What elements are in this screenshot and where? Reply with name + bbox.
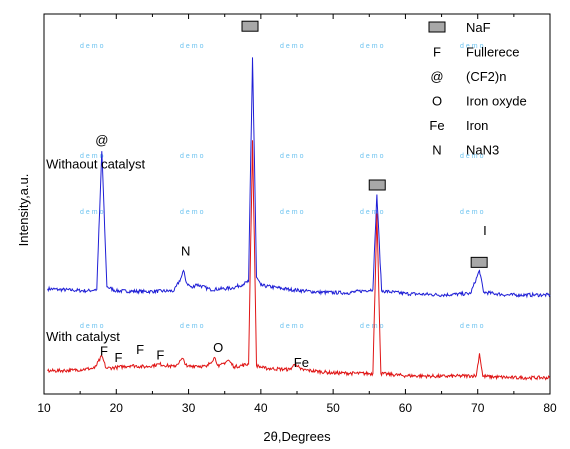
series-line-0 bbox=[47, 57, 551, 299]
series-label-1: With catalyst bbox=[46, 329, 120, 344]
naf-marker bbox=[241, 20, 259, 32]
watermark-text: demo bbox=[80, 43, 106, 50]
peak-annotation: F bbox=[136, 342, 144, 357]
legend-label: (CF2)n bbox=[466, 69, 506, 84]
axis-layer: 10 20 30 40 50 60 70 80 bbox=[37, 14, 557, 415]
watermark-text: demo bbox=[80, 209, 106, 216]
legend-symbol: N bbox=[432, 143, 441, 158]
legend-label: NaF bbox=[466, 20, 491, 35]
naf-marker bbox=[470, 256, 488, 268]
x-tick-label: 30 bbox=[182, 401, 196, 415]
watermark-text: demo bbox=[180, 43, 206, 50]
watermark-text: demo bbox=[360, 43, 386, 50]
plot-area bbox=[43, 13, 551, 395]
legend-symbol: @ bbox=[430, 69, 443, 84]
watermark-text: demo bbox=[80, 323, 106, 330]
x-tick-label: 60 bbox=[399, 401, 413, 415]
legend-label: Iron oxyde bbox=[466, 94, 527, 109]
x-tick-label: 10 bbox=[37, 401, 51, 415]
peak-annotation: @ bbox=[95, 132, 108, 147]
peak-annotation: I bbox=[483, 223, 487, 238]
legend-symbol: F bbox=[433, 45, 441, 60]
watermark-text: demo bbox=[360, 209, 386, 216]
watermark-text: demo bbox=[180, 209, 206, 216]
x-tick-label: 20 bbox=[110, 401, 124, 415]
peak-annotation: Fe bbox=[294, 355, 309, 370]
watermark-text: demo bbox=[280, 43, 306, 50]
x-tick-label: 70 bbox=[471, 401, 485, 415]
watermark-text: demo bbox=[460, 323, 486, 330]
legend-label: NaN3 bbox=[466, 143, 499, 158]
watermark-text: demo bbox=[180, 153, 206, 160]
watermark-text: demo bbox=[180, 323, 206, 330]
watermark-text: demo bbox=[280, 209, 306, 216]
legend-symbol: O bbox=[432, 94, 442, 109]
x-tick-label: 40 bbox=[254, 401, 268, 415]
peak-annotation: F bbox=[100, 343, 108, 358]
legend-label: Fullerece bbox=[466, 45, 519, 60]
x-tick-label: 50 bbox=[326, 401, 340, 415]
legend-symbol-box bbox=[428, 21, 446, 33]
peak-annotation: F bbox=[114, 350, 122, 365]
peak-annotation: O bbox=[213, 340, 223, 355]
peak-annotation: N bbox=[181, 244, 190, 259]
watermark-text: demo bbox=[280, 153, 306, 160]
series-line-1 bbox=[47, 140, 551, 381]
watermark-text: demo bbox=[360, 153, 386, 160]
legend-label: Iron bbox=[466, 118, 488, 133]
legend-symbol: Fe bbox=[429, 118, 444, 133]
watermark-text: demo bbox=[280, 323, 306, 330]
watermark-text: demo bbox=[460, 209, 486, 216]
series-label-0: Withaout catalyst bbox=[46, 157, 145, 172]
x-tick-label: 80 bbox=[543, 401, 557, 415]
watermark-text: demo bbox=[460, 153, 486, 160]
series-layer bbox=[47, 57, 551, 381]
legend: NaF F Fullerece @ (CF2)n O Iron oxyde Fe Iron N Na… bbox=[428, 20, 527, 158]
x-axis-title: 2θ,Degrees bbox=[263, 429, 331, 444]
watermark-layer: demo demo demo demo demo demo demo demo demo demo… bbox=[80, 43, 486, 330]
peak-annotation: F bbox=[156, 347, 164, 362]
watermark-text: demo bbox=[80, 153, 106, 160]
naf-marker bbox=[368, 179, 386, 191]
watermark-text: demo bbox=[360, 323, 386, 330]
watermark-text: demo bbox=[460, 43, 486, 50]
y-axis-title: Intensity,a.u. bbox=[16, 174, 31, 247]
